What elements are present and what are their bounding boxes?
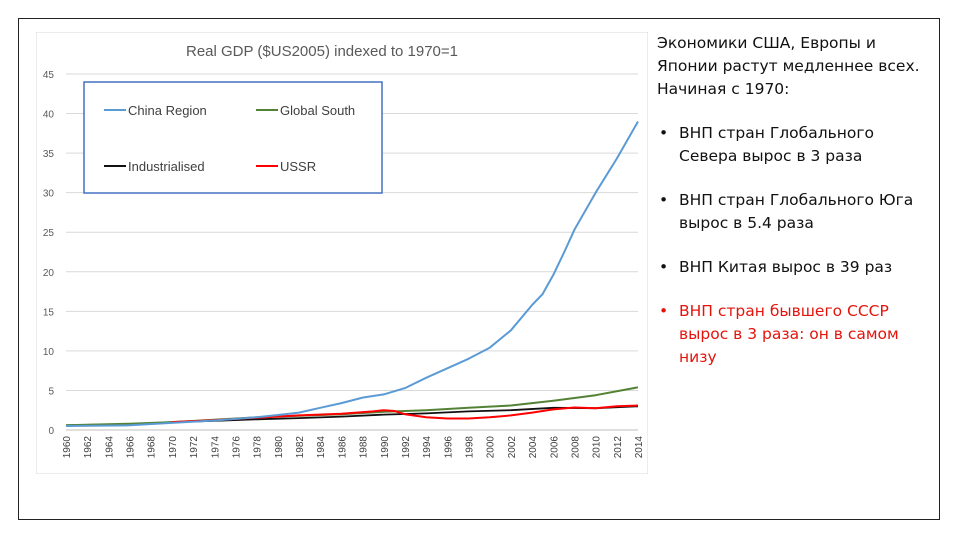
x-tick-label-1970: 1970	[168, 436, 179, 459]
x-tick-label-1962: 1962	[83, 436, 94, 459]
slide-frame	[18, 18, 940, 520]
legend-label-global-south: Global South	[280, 103, 355, 118]
legend-label-china-region: China Region	[128, 103, 207, 118]
y-tick-label-35: 35	[43, 149, 55, 160]
x-tick-label-1978: 1978	[253, 436, 264, 459]
y-tick-label-20: 20	[43, 268, 55, 279]
x-tick-label-2008: 2008	[570, 436, 581, 459]
x-tick-label-1966: 1966	[126, 436, 137, 459]
x-tick-label-1960: 1960	[62, 436, 73, 459]
intro-text: Экономики США, Европы и Японии растут ме…	[657, 34, 920, 98]
legend-label-industrialised: Industrialised	[128, 159, 205, 174]
y-tick-label-30: 30	[43, 189, 55, 200]
bullet-list: • ВНП стран Глобального Севера вырос в 3 …	[657, 122, 927, 369]
gdp-chart-svg: Real GDP ($US2005) indexed to 1970=1 0 5 10…	[36, 32, 648, 474]
x-tick-label-1964: 1964	[104, 436, 115, 459]
series-line-ussr	[171, 404, 639, 424]
bullet-text-north: ВНП стран Глобального Севера вырос в 3 р…	[679, 124, 875, 165]
bullet-dot: •	[659, 302, 669, 320]
x-tick-label-2002: 2002	[507, 436, 518, 459]
y-tick-label-40: 40	[43, 110, 55, 121]
x-tick-label-2000: 2000	[486, 436, 497, 459]
x-tick-label-1982: 1982	[295, 436, 306, 459]
y-tick-label-0: 0	[48, 426, 54, 437]
x-tick-label-1996: 1996	[443, 436, 454, 459]
y-tick-label-10: 10	[43, 347, 55, 358]
x-tick-label-1994: 1994	[422, 436, 433, 459]
text-panel: Экономики США, Европы и Японии растут ме…	[657, 32, 927, 390]
chart-title: Real GDP ($US2005) indexed to 1970=1	[186, 43, 458, 60]
bullet-text-ussr: ВНП стран бывшего СССР вырос в 3 раза: о…	[679, 302, 899, 366]
x-tick-label-2012: 2012	[613, 436, 624, 459]
x-tick-label-2014: 2014	[634, 436, 645, 459]
bullet-item-china: • ВНП Китая вырос в 39 раз	[657, 256, 927, 279]
x-tick-label-1988: 1988	[359, 436, 370, 459]
y-tick-label-5: 5	[48, 386, 54, 397]
x-tick-label-1990: 1990	[380, 436, 391, 459]
bullet-text-china: ВНП Китая вырос в 39 раз	[679, 258, 893, 276]
x-tick-label-1984: 1984	[316, 436, 327, 459]
x-tick-label-1976: 1976	[231, 436, 242, 459]
x-tick-label-1974: 1974	[210, 436, 221, 459]
y-tick-label-45: 45	[43, 70, 55, 81]
bullet-item-north: • ВНП стран Глобального Севера вырос в 3 …	[657, 122, 927, 168]
bullet-dot: •	[659, 191, 669, 209]
x-tick-label-1968: 1968	[147, 436, 158, 459]
x-tick-label-2010: 2010	[592, 436, 603, 459]
legend-box	[83, 81, 383, 194]
series-line-china-region	[65, 121, 639, 427]
x-tick-label-1980: 1980	[274, 436, 285, 459]
x-tick-label-2004: 2004	[528, 436, 539, 459]
gdp-chart: Real GDP ($US2005) indexed to 1970=1 0 5 10…	[36, 32, 648, 474]
bullet-item-ussr: • ВНП стран бывшего СССР вырос в 3 раза: …	[657, 300, 927, 369]
bullet-item-south: • ВНП стран Глобального Юга вырос в 5.4 р…	[657, 189, 927, 235]
x-tick-label-1998: 1998	[465, 436, 476, 459]
x-tick-label-1992: 1992	[401, 436, 412, 459]
x-tick-label-1972: 1972	[189, 436, 200, 459]
legend: China Region Global South Industrialised US…	[83, 81, 383, 194]
y-tick-label-25: 25	[43, 228, 55, 239]
x-tick-label-1986: 1986	[337, 436, 348, 459]
bullet-dot: •	[659, 124, 669, 142]
legend-label-ussr: USSR	[280, 159, 316, 174]
x-tick-label-2006: 2006	[549, 436, 560, 459]
bullet-text-south: ВНП стран Глобального Юга вырос в 5.4 ра…	[679, 191, 914, 232]
y-tick-label-15: 15	[43, 307, 55, 318]
bullet-dot: •	[659, 258, 669, 276]
